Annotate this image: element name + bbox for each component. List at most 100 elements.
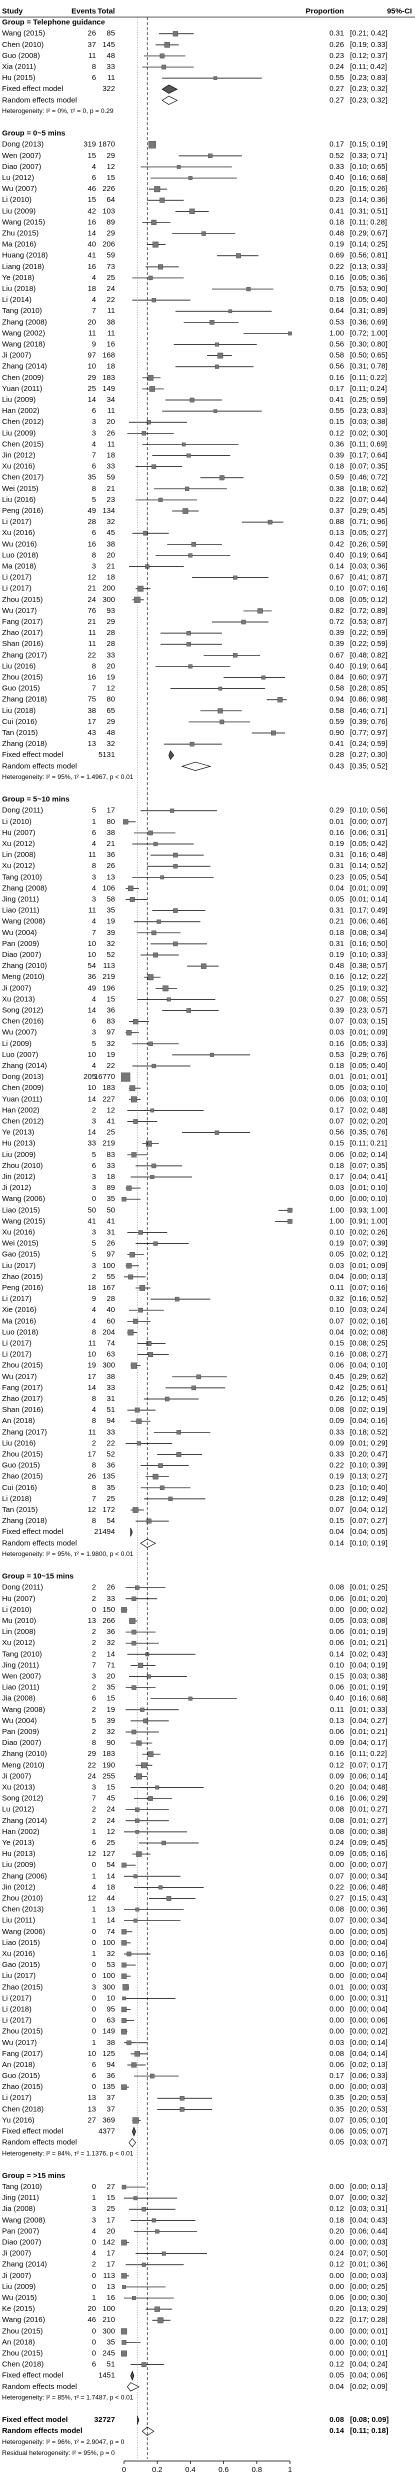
- ci: [0.04; 0.27]: [350, 1716, 388, 1725]
- study: Lu (2012): [2, 1805, 35, 1814]
- study: Chen (2010): [2, 40, 44, 49]
- ci: [0.21; 0.42]: [350, 29, 388, 38]
- total: 17: [107, 806, 115, 815]
- ci: [0.00; 0.03]: [350, 1982, 388, 1991]
- proportion: 0.00: [329, 1860, 344, 1869]
- proportion: 0.52: [329, 151, 344, 160]
- ci: [0.07; 0.27]: [350, 1516, 388, 1525]
- ci: [0.23; 0.32]: [350, 84, 388, 93]
- total: 39: [107, 928, 115, 937]
- total: 5131: [98, 750, 115, 759]
- study: Han (2002): [2, 1105, 40, 1114]
- fixed-label: Fixed effect model: [2, 2127, 63, 2136]
- study: Hu (2013): [2, 1849, 36, 1858]
- total: 17: [107, 2260, 115, 2269]
- total: 15: [107, 173, 115, 182]
- proportion: 0.06: [329, 1594, 344, 1603]
- events: 16: [88, 217, 96, 226]
- study: Li (2018): [2, 1494, 32, 1503]
- events: 2: [92, 1638, 96, 1647]
- events: 41: [88, 1216, 96, 1225]
- proportion: 0.41: [329, 739, 344, 748]
- weight-square: [158, 1885, 163, 1890]
- ci: [0.48; 0.82]: [350, 650, 388, 659]
- ci: [0.08; 0.25]: [350, 1338, 388, 1347]
- proportion: 0.48: [329, 229, 344, 238]
- events: 1: [92, 1949, 96, 1958]
- weight-square: [267, 519, 273, 525]
- proportion: 0.18: [329, 2215, 344, 2224]
- weight-square: [277, 697, 283, 703]
- proportion: 0.01: [329, 1072, 344, 1081]
- x-tick-label: 0.6: [218, 2465, 228, 2474]
- events: 7: [92, 1660, 96, 1669]
- events: 2: [92, 1105, 96, 1114]
- weight-square: [213, 409, 218, 413]
- weight-square: [151, 298, 156, 303]
- proportion: 0.07: [329, 1116, 344, 1125]
- ci: [0.00; 0.13]: [350, 1272, 388, 1281]
- study: Zhao (2015): [2, 2082, 43, 2091]
- total: 29: [107, 229, 115, 238]
- total: 227: [102, 1094, 115, 1103]
- total: 100: [102, 1971, 115, 1980]
- weight-square: [132, 2117, 139, 2124]
- total: 11: [107, 439, 115, 448]
- ci: [0.00; 0.16]: [350, 1949, 388, 1958]
- study: Tang (2010): [2, 872, 43, 881]
- total: 25: [107, 2204, 115, 2213]
- total: 22: [107, 295, 115, 304]
- weight-square: [166, 997, 171, 1002]
- study: Wang (2006): [2, 1194, 46, 1203]
- proportion: 0.03: [329, 1949, 344, 1958]
- study: Zhou (2015): [2, 2326, 43, 2335]
- events: 3: [92, 1116, 96, 1125]
- study: Hu (2007): [2, 1594, 36, 1603]
- ci: [0.24; 0.59]: [350, 739, 388, 748]
- ci: [0.17; 0.28]: [350, 2315, 388, 2324]
- total: 71: [107, 1660, 115, 1669]
- proportion: 0.07: [329, 1916, 344, 1925]
- study: Li (2010): [2, 817, 32, 826]
- total: 23: [107, 495, 115, 504]
- proportion: 0.18: [329, 462, 344, 471]
- weight-square: [130, 1362, 138, 1369]
- proportion: 0.00: [329, 1938, 344, 1947]
- total: 29: [107, 717, 115, 726]
- proportion: 1.00: [329, 1216, 344, 1225]
- study: Ji (2007): [2, 983, 32, 992]
- events: 17: [88, 1449, 96, 1458]
- total: 18: [107, 573, 115, 582]
- weight-square: [148, 1796, 153, 1801]
- ci: [0.39; 0.76]: [350, 717, 388, 726]
- events: 11: [88, 628, 96, 637]
- events: 6: [92, 828, 96, 837]
- study: Li (2010): [2, 1605, 32, 1614]
- events: 5: [92, 1239, 96, 1248]
- ci: [0.00; 0.25]: [350, 2282, 388, 2291]
- total: 38: [107, 2038, 115, 2047]
- weight-square: [122, 2285, 126, 2289]
- study: Xu (2013): [2, 994, 35, 1003]
- weight-square: [133, 1318, 139, 1324]
- proportion: 0.08: [329, 1405, 344, 1414]
- total: 22: [107, 1438, 115, 1447]
- study: Li (2017): [2, 1993, 32, 2002]
- ci: [0.04; 0.41]: [350, 1172, 388, 1181]
- fixed-diamond: [130, 1527, 133, 1537]
- total: 32: [107, 739, 115, 748]
- fixed-diamond: [161, 84, 178, 94]
- weight-square: [149, 386, 156, 392]
- weight-square: [152, 241, 159, 248]
- events: 17: [88, 1372, 96, 1381]
- proportion: 0.15: [329, 1338, 344, 1347]
- random-diamond: [140, 1538, 157, 1548]
- study: Chen (2017): [2, 473, 44, 482]
- events: 21: [88, 584, 96, 593]
- study: An (2018): [2, 2337, 35, 2346]
- ci: [0.03; 0.07]: [350, 2138, 388, 2147]
- total: 36: [107, 1005, 115, 1014]
- weight-square: [186, 1008, 192, 1013]
- ci: [0.00; 0.07]: [350, 817, 388, 826]
- random-diamond: [141, 2426, 155, 2436]
